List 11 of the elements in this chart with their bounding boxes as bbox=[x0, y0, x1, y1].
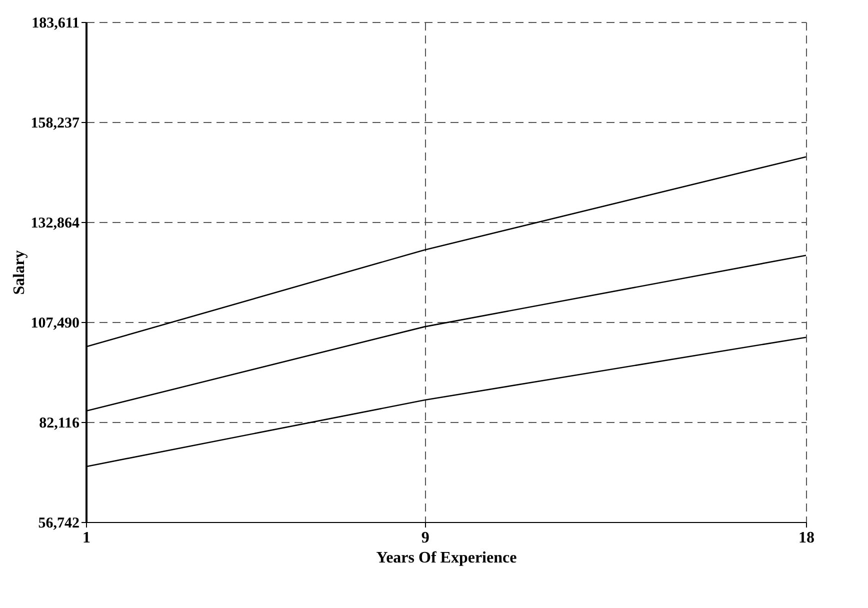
y-tick-label: 158,237 bbox=[30, 116, 80, 132]
y-tick-label: 183,611 bbox=[32, 16, 80, 32]
y-tick-label: 132,864 bbox=[30, 216, 80, 232]
y-axis-title: Salary bbox=[10, 250, 28, 295]
y-tick-label: 82,116 bbox=[39, 416, 80, 432]
x-tick-label: 18 bbox=[798, 530, 814, 546]
y-tick-label: 107,490 bbox=[30, 316, 80, 332]
x-tick-label: 9 bbox=[421, 530, 430, 546]
y-tick-label: 56,742 bbox=[38, 516, 80, 532]
x-axis-title: Years Of Experience bbox=[376, 550, 517, 566]
x-tick-label: 1 bbox=[82, 530, 90, 546]
